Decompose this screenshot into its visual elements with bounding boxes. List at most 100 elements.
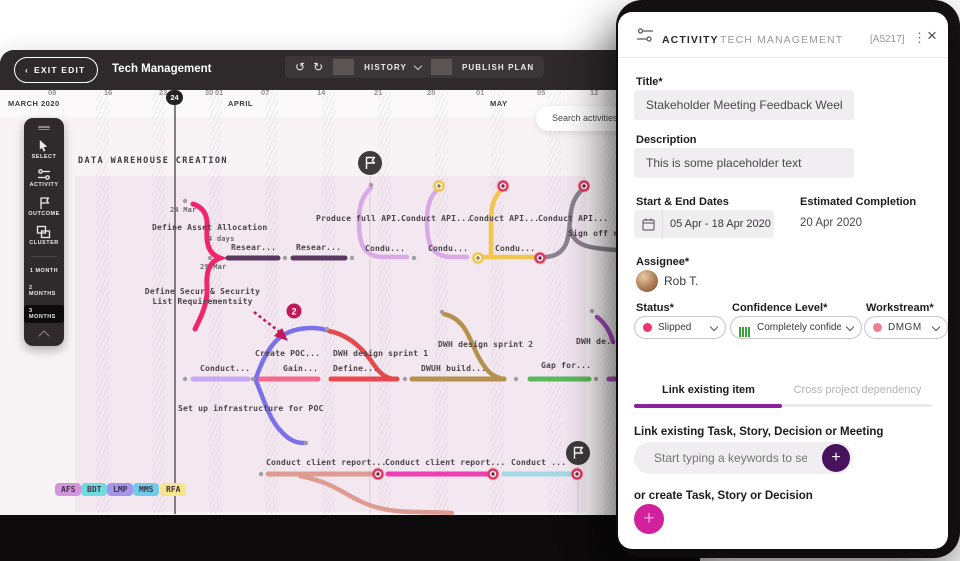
day-tick: 12 (590, 88, 599, 97)
exit-edit-label: EXIT EDIT (34, 65, 86, 75)
tab-link-existing-item[interactable]: Link existing item (662, 384, 755, 396)
activity-label[interactable]: Define Secur & Security List Requirement… (144, 287, 261, 306)
exit-edit-button[interactable]: ‹ EXIT EDIT (14, 57, 99, 83)
link-tabs: Link existing item Cross project depende… (634, 384, 932, 404)
tag-bdt[interactable]: BDT (81, 483, 108, 496)
activity-label[interactable]: Gap for... (541, 361, 592, 370)
chevron-down-icon (845, 322, 855, 331)
activity-label[interactable]: Resear... (231, 243, 277, 252)
zoom-1-month[interactable]: 1 MONTH (29, 268, 59, 274)
calendar-icon (642, 218, 655, 231)
confidence-label: Confidence Level* (732, 302, 828, 314)
zoom-2-months[interactable]: 2 MONTHS (29, 285, 56, 297)
activity-label[interactable]: Create POC... (255, 349, 321, 358)
tool-outcome[interactable]: OUTCOME (28, 196, 60, 217)
history-button[interactable]: HISTORY (354, 56, 431, 78)
activity-label[interactable]: DWH de... (576, 337, 622, 346)
tag-mms[interactable]: MMS (133, 483, 160, 496)
assignee-value: Rob T. (664, 274, 699, 288)
divider (618, 57, 948, 58)
description-field[interactable] (634, 148, 854, 178)
workstream-dropdown[interactable]: DMGM (864, 316, 948, 339)
publish-plan-button[interactable]: PUBLISH PLAN (452, 56, 544, 78)
activity-label[interactable]: Conduct ... (511, 458, 567, 467)
activity-label[interactable]: Define... (333, 364, 379, 373)
date-range-field[interactable]: 05 Apr - 18 Apr 2020 (634, 210, 774, 238)
day-tick: 23 (159, 88, 168, 97)
link-search-input[interactable] (634, 442, 819, 474)
date-range-value: 05 Apr - 18 Apr 2020 (670, 218, 771, 230)
window-title: Tech Management (112, 63, 212, 75)
tool-cluster[interactable]: CLUSTER (29, 225, 58, 246)
activity-label[interactable]: DWUH build... (421, 364, 487, 373)
activity-label[interactable]: Condu... (495, 244, 536, 253)
close-icon[interactable]: × (927, 26, 937, 45)
redo-icon[interactable]: ↻ (313, 60, 324, 74)
duration-annotation: 4 days (208, 235, 235, 243)
tab-underline-track (634, 404, 932, 407)
tag-lmp[interactable]: LMP (107, 483, 134, 496)
tag-rfa[interactable]: RFA (160, 483, 187, 496)
status-dot-icon (643, 323, 652, 332)
activity-label[interactable]: Resear... (296, 243, 342, 252)
divider (430, 59, 452, 75)
confidence-bars-icon (739, 319, 751, 337)
title-label: Title* (636, 76, 663, 88)
create-item-button[interactable]: + (634, 504, 664, 534)
activity-label[interactable]: Gain... (283, 364, 319, 373)
activity-label[interactable]: Conduct client report... (266, 458, 387, 467)
cluster-title: DATA WAREHOUSE CREATION (78, 156, 228, 166)
tool-activity[interactable]: ACTIVITY (29, 168, 58, 188)
status-dropdown[interactable]: Slipped (634, 316, 726, 339)
divider (662, 210, 663, 238)
day-tick: 07 (261, 88, 270, 97)
title-field[interactable] (634, 90, 854, 120)
day-tick: 08 (48, 88, 57, 97)
divider (333, 59, 355, 75)
activity-label[interactable]: Define Asset Allocation (152, 223, 268, 232)
date-annotation: 29 Mar (200, 263, 227, 271)
confidence-dropdown[interactable]: Completely confident (730, 316, 862, 339)
tool-select[interactable]: SELECT (32, 139, 57, 160)
day-tick: 28 (427, 88, 436, 97)
panel-project-label: TECH MANAGEMENT (720, 34, 844, 46)
activity-label[interactable]: Condu... (428, 244, 469, 253)
estimated-value: 20 Apr 2020 (800, 217, 863, 229)
tab-cross-project-dependency[interactable]: Cross project dependency (793, 384, 922, 396)
tools-palette: SELECT ACTIVITY OUTCOME CLUSTER 1 MONTH … (24, 118, 64, 346)
cursor-icon (40, 139, 48, 152)
tab-active-underline (634, 403, 782, 408)
activity-label[interactable]: Conduct API... (538, 214, 609, 223)
item-id: [A5217] (870, 34, 905, 45)
activity-label[interactable]: Conduct client report... (385, 458, 506, 467)
activity-label[interactable]: Conduct API... (401, 214, 472, 223)
chevron-down-icon (413, 61, 423, 71)
zoom-3-months[interactable]: 3 MONTHS (24, 305, 64, 323)
tool-select-label: SELECT (31, 154, 57, 160)
activity-label[interactable]: Produce full API... (316, 214, 412, 223)
drag-handle[interactable] (38, 125, 50, 131)
undo-icon[interactable]: ↺ (295, 60, 306, 74)
activity-label[interactable]: DWH design sprint 1 (333, 349, 429, 358)
tag-afs[interactable]: AFS (55, 483, 82, 496)
activity-label[interactable]: DWH design sprint 2 (438, 340, 534, 349)
add-link-button[interactable]: + (822, 444, 850, 472)
status-value: Slipped (658, 322, 692, 333)
workstream-dot-icon (873, 323, 882, 332)
activity-label[interactable]: Conduct... (200, 364, 251, 373)
month-label-may: MAY (490, 99, 508, 108)
activity-label[interactable]: Set up infrastructure for POC (178, 404, 324, 413)
activity-label[interactable]: Condu... (365, 244, 406, 253)
activity-label[interactable]: Conduct API... (469, 214, 540, 223)
day-tick: 05 (537, 88, 546, 97)
date-annotation: 24 Mar (170, 206, 197, 214)
collapse-toolbar-chevron[interactable] (38, 330, 50, 342)
day-tick: 01 (215, 88, 224, 97)
tool-cluster-label: CLUSTER (29, 240, 59, 246)
divider (31, 256, 57, 257)
activity-icon (637, 28, 653, 42)
kebab-menu-icon[interactable]: ⋮ (913, 30, 926, 45)
dates-label: Start & End Dates (636, 196, 729, 208)
workstream-value: DMGM (888, 322, 922, 333)
